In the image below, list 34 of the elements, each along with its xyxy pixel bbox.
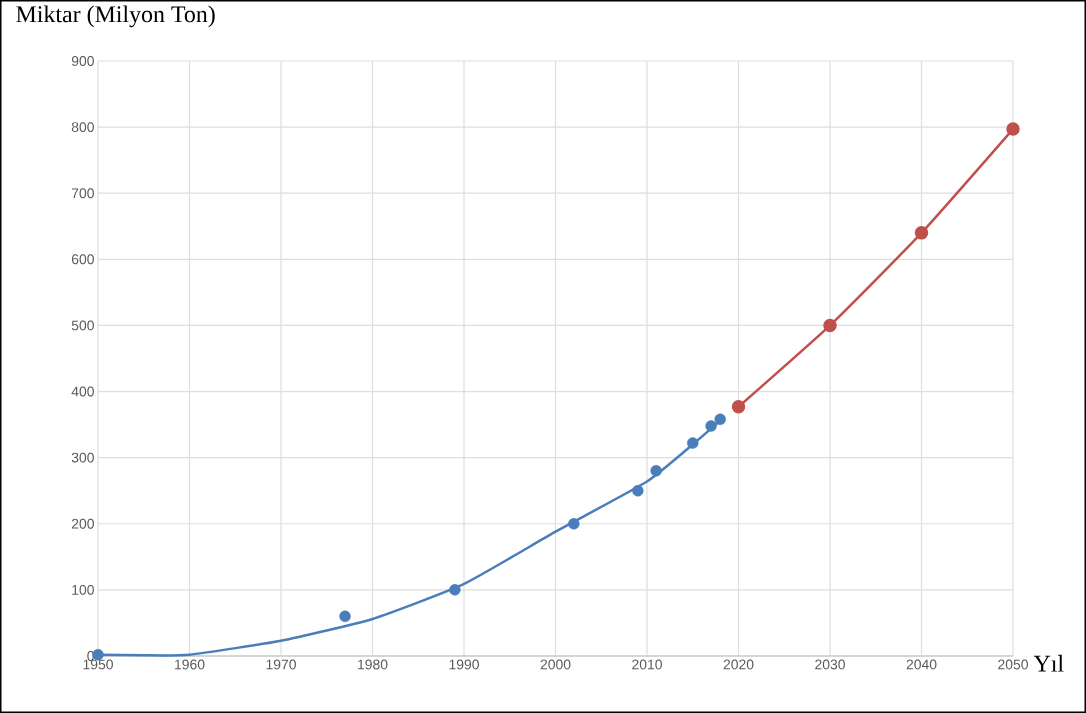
x-tick-label: 1950 xyxy=(83,659,113,670)
point xyxy=(914,226,929,240)
y-tick-label: 200 xyxy=(71,518,94,529)
y-tick-label: 900 xyxy=(71,56,94,66)
x-tick-label: 2030 xyxy=(815,659,845,670)
point xyxy=(632,485,644,497)
y-tick-label: 300 xyxy=(71,452,94,463)
point xyxy=(705,420,717,432)
y-axis-title: Miktar (Milyon Ton) xyxy=(16,5,215,28)
x-tick-label: 2020 xyxy=(723,659,754,670)
y-tick-label: 700 xyxy=(71,188,94,199)
x-tick-label: 1990 xyxy=(449,659,479,670)
point xyxy=(714,413,726,426)
x-tick-label: 1980 xyxy=(358,659,388,670)
y-tick-label: 100 xyxy=(72,584,94,595)
y-tick-label: 800 xyxy=(71,122,94,133)
point xyxy=(1006,122,1020,136)
point xyxy=(339,610,351,623)
point xyxy=(449,584,461,596)
point xyxy=(823,318,837,333)
point xyxy=(650,465,662,477)
x-tick-label: 2050 xyxy=(998,659,1028,670)
x-tick-label: 2000 xyxy=(540,659,571,670)
x-tick-label: 2040 xyxy=(906,659,937,670)
y-tick-label: 500 xyxy=(71,320,94,331)
point xyxy=(687,437,699,449)
y-tick-label: 600 xyxy=(71,254,94,265)
x-tick-label: 1970 xyxy=(266,659,296,670)
y-tick-label: 400 xyxy=(71,386,94,397)
point xyxy=(731,399,746,414)
point xyxy=(568,518,580,530)
x-axis-title: Yıl xyxy=(1033,654,1064,672)
x-tick-label: 2010 xyxy=(632,659,662,670)
x-tick-label: 1960 xyxy=(175,659,205,670)
